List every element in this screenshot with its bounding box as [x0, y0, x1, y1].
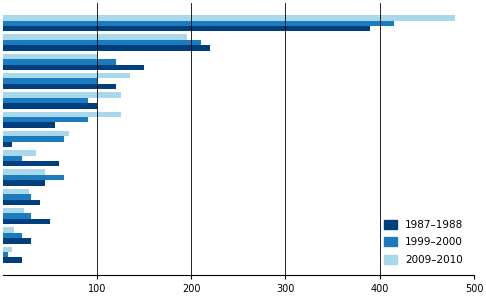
Bar — [3, 189, 29, 194]
Bar — [3, 54, 97, 59]
Bar — [3, 20, 394, 26]
Bar — [3, 103, 97, 108]
Bar — [3, 78, 97, 84]
Bar — [3, 122, 54, 128]
Bar — [3, 73, 130, 78]
Bar — [3, 161, 59, 166]
Bar — [3, 26, 370, 31]
Bar — [3, 180, 45, 186]
Bar — [3, 238, 31, 244]
Bar — [3, 257, 21, 263]
Bar — [3, 142, 12, 147]
Bar — [3, 15, 455, 20]
Bar — [3, 117, 87, 122]
Bar — [3, 59, 116, 64]
Bar — [3, 150, 36, 156]
Bar — [3, 247, 12, 252]
Bar — [3, 136, 64, 142]
Bar — [3, 227, 14, 233]
Bar — [3, 112, 121, 117]
Bar — [3, 219, 50, 224]
Bar — [3, 45, 210, 51]
Bar — [3, 64, 144, 70]
Bar — [3, 214, 31, 219]
Legend: 1987–1988, 1999–2000, 2009–2010: 1987–1988, 1999–2000, 2009–2010 — [379, 214, 469, 270]
Bar — [3, 170, 45, 175]
Bar — [3, 92, 121, 98]
Bar — [3, 208, 23, 214]
Bar — [3, 194, 31, 200]
Bar — [3, 175, 64, 180]
Bar — [3, 156, 21, 161]
Bar — [3, 131, 69, 136]
Bar — [3, 98, 87, 103]
Bar — [3, 252, 8, 257]
Bar — [3, 84, 116, 89]
Bar — [3, 34, 187, 40]
Bar — [3, 40, 201, 45]
Bar — [3, 233, 21, 238]
Bar — [3, 200, 40, 205]
